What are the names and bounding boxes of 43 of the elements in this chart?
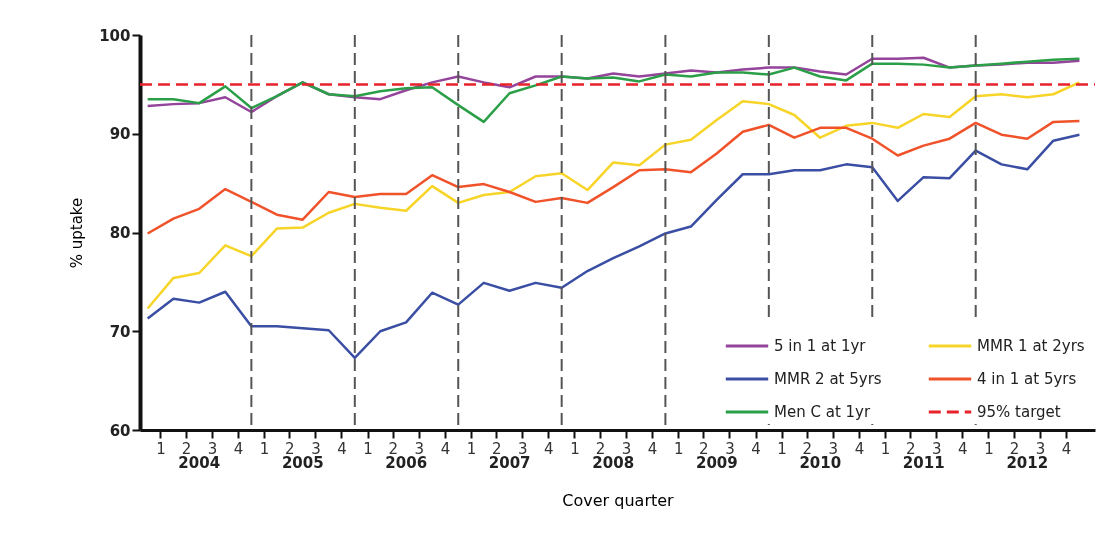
legend-label: 4 in 1 at 5yrs (977, 370, 1077, 388)
x-tick-label: 4 (544, 439, 554, 458)
text: 2007 (488, 454, 531, 472)
text: 2009 (695, 454, 738, 472)
y-tick-label: 80 (109, 224, 131, 242)
x-tick-label: 1 (984, 439, 994, 458)
x-axis-title: Cover quarter (562, 490, 675, 510)
x-tick-label: 1 (570, 439, 580, 458)
y-tick-label: 70 (109, 322, 131, 341)
text: 2010 (799, 454, 842, 472)
x-tick-label: 1 (259, 439, 270, 458)
x-tick-label: 1 (363, 439, 373, 458)
x-tick-label: 1 (880, 439, 891, 458)
x-tick-label: 1 (156, 439, 166, 458)
legend-label: MMR 2 at 5yrs (774, 370, 882, 388)
x-tick-label: 4 (233, 439, 244, 458)
y-tick-label: 60 (109, 421, 131, 440)
line-series (146, 119, 1081, 235)
x-tick-label: 4 (1061, 439, 1072, 458)
x-tick-label: 4 (958, 439, 968, 458)
x-tick-label: 1 (777, 439, 787, 458)
line-series (146, 57, 1081, 124)
y-tick-label: 90 (109, 125, 131, 144)
x-tick-label: 4 (337, 439, 347, 458)
legend-label: 95% target (977, 403, 1061, 421)
x-tick-label: 4 (647, 439, 658, 458)
x-tick-label: 4 (751, 439, 761, 458)
legend-label: Men C at 1yr (774, 403, 871, 421)
x-tick-label: 1 (673, 439, 684, 458)
y-tick-label: 100 (99, 26, 131, 45)
legend-label: MMR 1 at 2yrs (977, 337, 1085, 355)
text: 2004 (178, 454, 221, 472)
x-tick-label: 4 (440, 439, 451, 458)
line-series (146, 81, 1081, 310)
y-axis-title: % uptake (68, 197, 87, 269)
text: 2005 (281, 454, 324, 472)
text: 2011 (902, 454, 945, 472)
text: 2006 (385, 454, 428, 472)
text: 2008 (592, 454, 635, 472)
x-tick-label: 1 (466, 439, 477, 458)
text: 2012 (1006, 454, 1049, 472)
legend-label: 5 in 1 at 1yr (774, 337, 867, 355)
x-tick-label: 4 (854, 439, 865, 458)
